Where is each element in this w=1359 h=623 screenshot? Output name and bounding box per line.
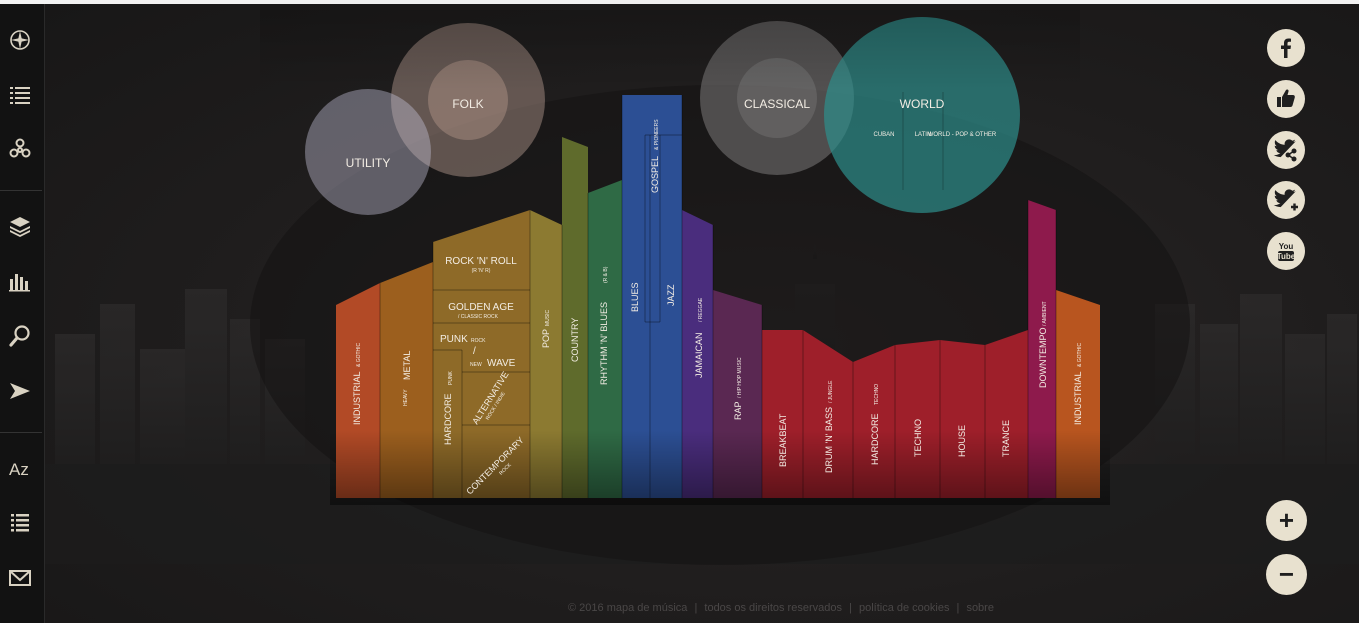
metal-label: METAL <box>402 351 412 380</box>
zoom-out-button[interactable]: − <box>1266 554 1307 595</box>
bubble-utility[interactable] <box>305 89 431 215</box>
facebook-button[interactable] <box>1267 29 1305 67</box>
country-label: COUNTRY <box>570 318 580 362</box>
bubble-utility-label: UTILITY <box>346 156 391 170</box>
hardcore-punk-sub: PUNK <box>448 370 454 385</box>
az-icon[interactable]: Az <box>6 454 34 482</box>
pop-label: POP <box>541 329 551 348</box>
techno-label: TECHNO <box>913 419 923 457</box>
svg-text:You: You <box>1279 242 1294 251</box>
footer: © 2016 mapa de música | todos os direito… <box>568 602 1028 614</box>
golden-age-sub: / CLASSIC ROCK <box>458 314 499 320</box>
index-list-icon[interactable] <box>6 509 34 537</box>
zoom-in-button[interactable]: + <box>1266 500 1307 541</box>
trance-label: TRANCE <box>1001 420 1011 457</box>
jamaican-label: JAMAICAN <box>694 332 704 378</box>
breakbeat-label: BREAKBEAT <box>778 413 788 467</box>
layers-icon[interactable] <box>6 212 34 240</box>
world-other-label: WORLD - POP & OTHER <box>928 132 997 138</box>
world-cuban-label: CUBAN <box>873 132 894 138</box>
downtempo-label: DOWNTEMPO <box>1038 328 1048 389</box>
hardcore-techno-label: HARDCORE <box>870 413 880 465</box>
new-wave-sub: NEW <box>470 362 482 368</box>
rap-label: RAP <box>733 401 743 420</box>
rap-sub: / HIP HOP MUSIC <box>737 357 743 398</box>
share-icon <box>1273 139 1297 162</box>
punk-label: PUNK <box>440 334 468 345</box>
house-label: HOUSE <box>957 425 967 457</box>
industrial-right-label: INDUSTRIAL <box>1073 371 1083 425</box>
facebook-icon <box>1281 38 1291 58</box>
industrial-left-sub: & GOTHIC <box>356 342 362 367</box>
search-icon[interactable] <box>6 322 34 350</box>
youtube-button[interactable]: You Tube <box>1267 232 1305 270</box>
blues-label: BLUES <box>630 282 640 312</box>
jazz-label: JAZZ <box>666 284 676 306</box>
network-icon[interactable] <box>6 135 34 163</box>
sidebar-divider <box>0 190 42 191</box>
punk-slash: / <box>473 346 476 357</box>
mail-icon[interactable] <box>6 564 34 592</box>
world-latin-label: LATIN <box>915 132 932 138</box>
bubble-world-label: WORLD <box>900 97 945 111</box>
downtempo-sub: / AMBIENT <box>1042 301 1048 326</box>
industrial-right-sub: & GOTHIC <box>1077 342 1083 367</box>
rock-n-roll-label: ROCK 'N' ROLL <box>445 256 517 267</box>
metal-sub: HEAVY <box>403 389 409 406</box>
list-icon[interactable] <box>6 81 34 109</box>
music-genre-map: FOLK UTILITY CLASSICAL WORLD CUBAN LATIN… <box>250 10 1190 565</box>
industrial-left-label: INDUSTRIAL <box>352 371 362 425</box>
arrow-icon[interactable] <box>6 377 34 405</box>
footer-copyright: © 2016 mapa de música <box>568 602 688 614</box>
footer-cookies-link[interactable]: política de cookies <box>858 602 950 614</box>
sidebar: Az <box>0 4 45 623</box>
jamaican-sub: / REGGAE <box>698 297 704 322</box>
share-button[interactable] <box>1267 131 1305 169</box>
rock-n-roll-sub: (R 'N' R) <box>472 268 491 274</box>
top-fade <box>260 10 1080 90</box>
golden-age-label: GOLDEN AGE <box>448 302 514 313</box>
hardcore-punk-label: HARDCORE <box>443 393 453 445</box>
thumbs-up-icon <box>1277 89 1295 107</box>
bubble-classical-label: CLASSICAL <box>744 97 810 111</box>
compass-icon[interactable] <box>6 26 34 54</box>
bubble-folk-label: FOLK <box>452 97 483 111</box>
top-bar <box>0 0 1359 4</box>
rnb-label: RHYTHM 'N' BLUES <box>599 302 609 385</box>
drum-n-bass-sub: / JUNGLE <box>828 380 834 403</box>
pop-sub: MUSIC <box>545 310 551 327</box>
footer-separator: | <box>849 602 852 614</box>
footer-separator: | <box>694 602 698 614</box>
footer-about-link[interactable]: sobre <box>966 602 994 614</box>
footer-separator: | <box>956 602 960 614</box>
gospel-label: GOSPEL <box>650 156 660 193</box>
new-wave-label: WAVE <box>487 358 516 369</box>
bar-chart-icon[interactable] <box>6 267 34 295</box>
footer-rights: todos os direitos reservados <box>704 602 842 614</box>
hardcore-techno-sub: TECHNO <box>874 384 880 405</box>
world-dividers <box>902 92 944 190</box>
rnb-sub: (R & B) <box>603 266 609 283</box>
punk-sub: ROCK <box>471 338 486 344</box>
map-stage: FOLK UTILITY CLASSICAL WORLD CUBAN LATIN… <box>45 4 1359 623</box>
svg-text:Az: Az <box>9 460 29 479</box>
drum-n-bass-label: DRUM 'N' BASS <box>824 407 834 473</box>
twitter-follow-button[interactable] <box>1267 181 1305 219</box>
twitter-follow-icon <box>1273 189 1298 211</box>
like-button[interactable] <box>1267 80 1305 118</box>
sidebar-divider <box>0 432 42 433</box>
gospel-sub: & PIONEERS <box>654 119 660 150</box>
svg-text:Tube: Tube <box>1277 252 1296 261</box>
